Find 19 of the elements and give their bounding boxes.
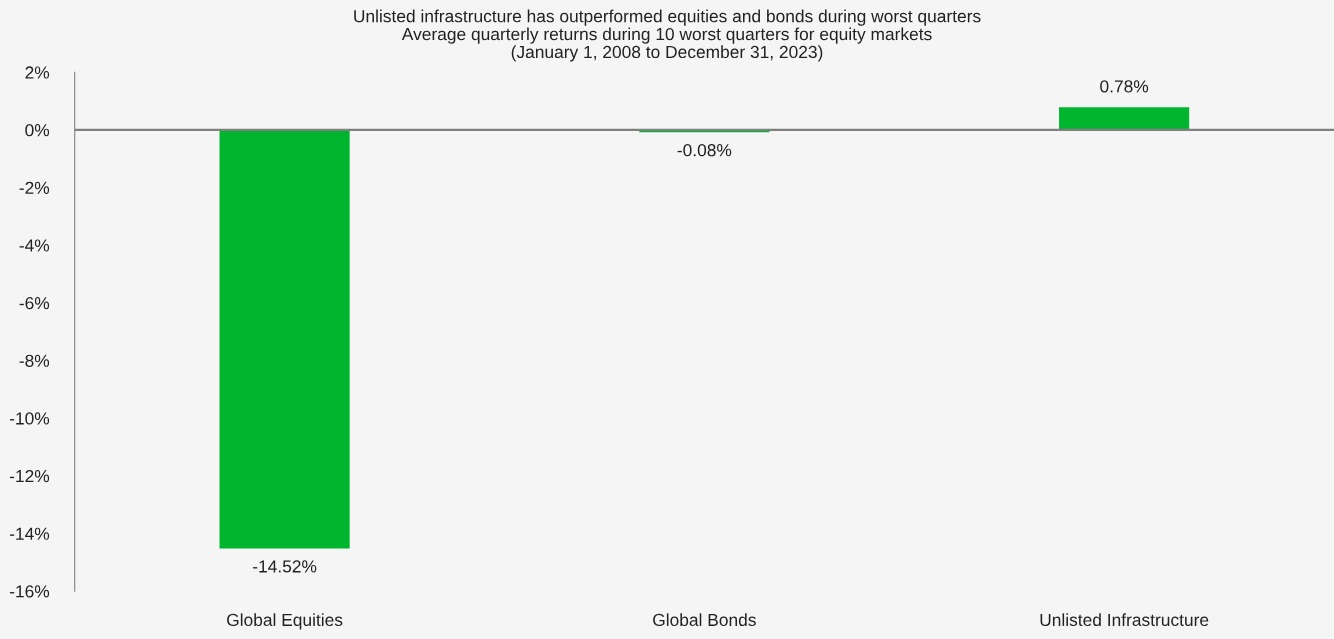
y-tick-label: -10%: [9, 412, 50, 425]
chart-subtitle: Average quarterly returns during 10 worst quarters for equity markets: [401, 27, 932, 44]
text: (January 1, 2008 to December 31, 2023): [511, 45, 823, 62]
y-tick-label: -12%: [9, 469, 50, 483]
y-tick-label: 0%: [25, 124, 50, 137]
y-tick-label: -2%: [19, 181, 50, 194]
chart-title: Unlisted infrastructure has outperformed equities and bonds during worst quarters: [354, 9, 981, 26]
x-tick-label: Global Bonds: [653, 613, 756, 627]
data-label: -0.08%: [677, 144, 732, 157]
y-tick-label: -14%: [9, 527, 50, 540]
x-tick-label: Unlisted Infrastructure: [1040, 613, 1209, 627]
y-tick-label: -8%: [19, 354, 50, 367]
y-tick-label: -4%: [19, 239, 50, 252]
y-tick-label: 2%: [25, 66, 50, 79]
data-label: -14.52%: [253, 560, 317, 573]
data-label: 0.78%: [1100, 80, 1149, 93]
y-tick-label: -16%: [9, 585, 50, 598]
x-tick-label: Global Equities: [227, 613, 343, 630]
y-tick-label: -6%: [19, 296, 50, 310]
